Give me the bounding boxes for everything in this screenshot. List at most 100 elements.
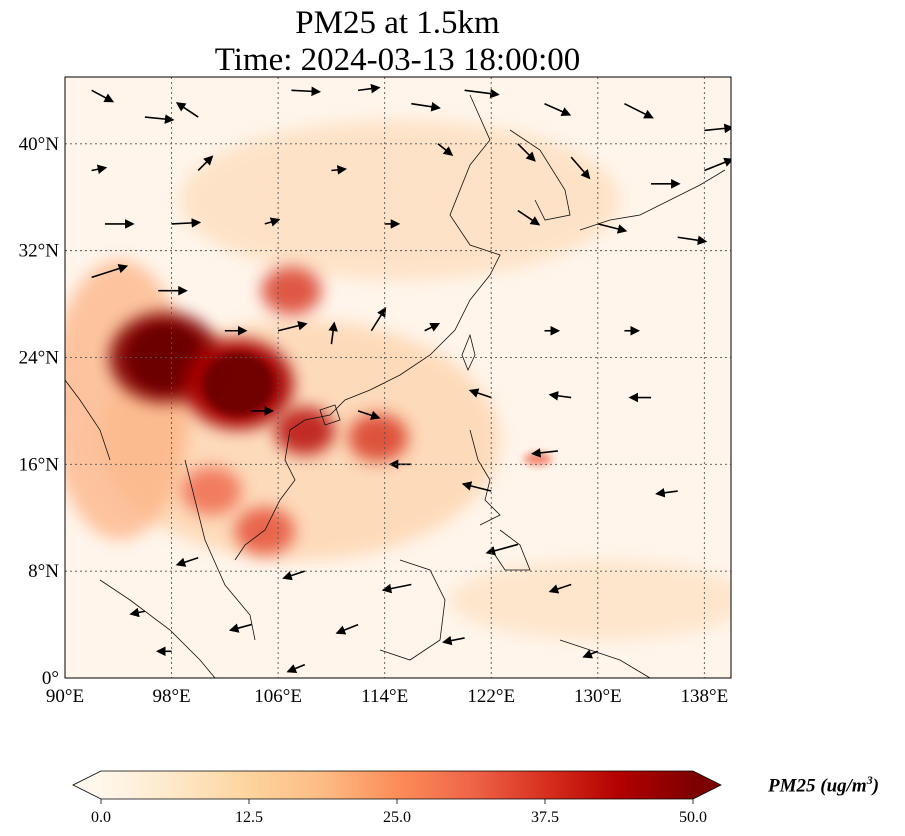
wind-arrow-5 [357,83,381,94]
colorbar-label-close: ) [872,775,880,797]
y-tick-label-5: 32°N [19,241,60,262]
wind-arrow-16 [570,156,591,180]
pollution-area-7 [181,467,242,516]
colorbar-label: PM25 (ug/m3) [768,773,879,797]
pollution-area-3 [261,266,322,315]
y-tick-label-2: 8°N [28,561,59,582]
wind-arrow-2 [144,114,175,124]
sumatra-coast [99,579,216,678]
wind-arrow-20 [171,218,202,228]
wind-arrow-15 [517,143,536,162]
x-tick-label-4: 114°E [361,686,408,707]
taiwan-coast [461,333,476,372]
pollution-area-8 [523,452,552,465]
wind-vectors [91,83,731,673]
pollution-core-1 [129,325,201,389]
wind-arrow-21 [264,217,281,227]
wind-arrow-44 [175,557,199,567]
y-tick-label-4: 24°N [19,347,60,368]
wind-arrow-13 [331,165,347,175]
map-plot-area [65,77,731,678]
wind-arrow-41 [461,481,492,492]
colorbar-tick-label-1: 0.0 [91,809,111,826]
wind-arrow-49 [129,607,146,618]
malay-peninsula [184,459,256,641]
x-tick-label-2: 98°E [152,686,190,707]
india-coast [65,379,111,461]
wind-arrow-51 [335,623,359,635]
pollution-area-5 [348,413,409,462]
colorbar-extend-max [693,771,721,799]
gridlines [65,77,731,678]
colorbar-tick-label-3: 25.0 [383,809,411,826]
wind-arrow-36 [357,410,381,420]
y-tick-label-1: 0° [42,668,59,689]
wind-arrow-9 [624,102,654,119]
korea-coast [509,129,571,221]
wind-arrow-47 [485,543,519,556]
x-tick-label-3: 106°E [254,686,302,707]
wind-arrow-52 [442,635,465,646]
y-tick-label-6: 40°N [19,134,60,155]
wind-arrow-25 [677,235,708,246]
y-axis-ticks: 0° 8°N 16°N 24°N 32°N 40°N [19,134,60,689]
wind-arrow-6 [411,101,441,112]
wind-arrow-12 [197,155,214,172]
pollution-core-2 [202,352,274,416]
wind-arrow-3 [175,102,199,118]
wind-arrow-14 [437,143,454,156]
wind-arrow-30 [328,321,338,345]
x-tick-label-7: 138°E [681,686,729,707]
x-tick-label-6: 130°E [574,686,622,707]
x-axis-ticks: 90°E 98°E 106°E 114°E 122°E 130°E 138°E [46,686,728,707]
colorbar-label-exponent: 3 [866,773,873,787]
colorbar-gradient [101,771,693,799]
wind-arrow-11 [91,164,108,174]
wind-arrow-18 [704,157,731,172]
y-tick-label-3: 16°N [19,454,60,475]
wind-arrow-26 [91,263,129,279]
map-title-line2: Time: 2024-03-13 18:00:00 [214,42,581,78]
haze-pacific [450,560,731,640]
colorbar-label-main: PM25 (ug/m [768,775,867,797]
new-guinea-coast [559,639,651,678]
wind-arrow-32 [424,323,441,332]
wind-arrow-7 [464,88,500,99]
colorbar-tick-label-5: 50.0 [679,809,707,826]
wind-arrow-10 [704,123,731,134]
x-tick-label-5: 122°E [467,686,515,707]
wind-arrow-53 [582,649,599,659]
wind-arrow-48 [548,583,572,594]
colorbar-ticks: 0.0 12.5 25.0 37.5 50.0 [91,799,707,826]
wind-arrow-23 [517,209,541,226]
hainan-coast [319,404,341,426]
wind-arrow-46 [381,583,412,594]
colorbar-tick-label-4: 37.5 [531,809,559,826]
wind-arrow-31 [370,306,387,332]
colorbar-extend-min [73,771,101,799]
x-tick-label-1: 90°E [46,686,84,707]
map-frame [64,76,732,679]
haze-north-china [180,120,620,280]
wind-arrow-29 [277,321,308,332]
wind-arrow-45 [282,570,306,581]
pollution-hotspots [109,266,552,556]
wind-arrow-42 [531,448,558,458]
pollution-area-6 [234,507,295,556]
wind-arrow-8 [544,102,572,117]
wind-arrow-4 [291,86,322,97]
wind-arrow-50 [228,623,252,633]
pollution-area-4 [274,406,335,455]
map-title-line1: PM25 at 1.5km [295,5,500,41]
wind-arrow-38 [548,391,572,401]
mindanao-coast [494,529,531,571]
borneo-coast [379,559,446,661]
wind-arrow-43 [655,488,678,498]
colorbar: 0.0 12.5 25.0 37.5 50.0 [72,770,722,826]
wind-arrow-55 [286,663,306,673]
colorbar-tick-label-2: 12.5 [235,809,263,826]
wind-arrow-37 [468,388,492,399]
wind-arrow-24 [597,223,628,234]
wind-arrow-1 [91,89,115,103]
